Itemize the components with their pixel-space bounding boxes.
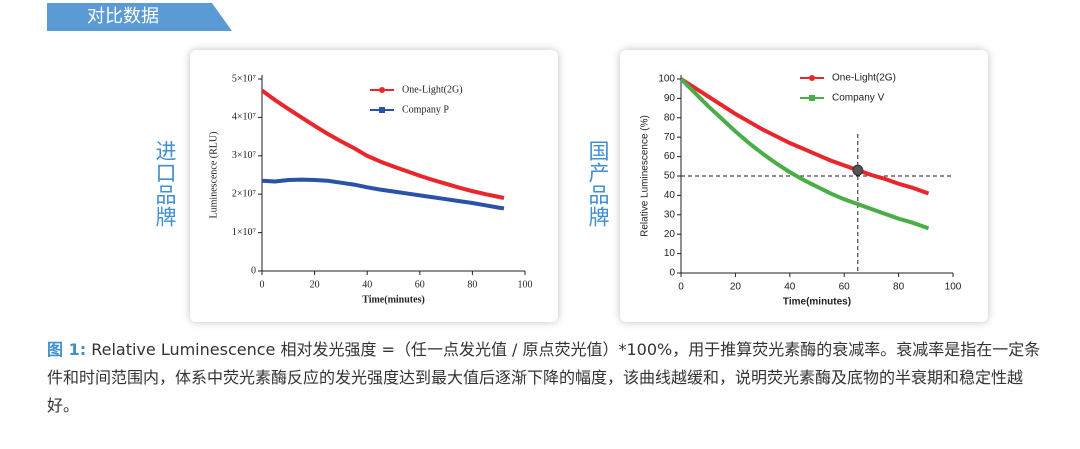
series-line	[261, 177, 505, 211]
y-tick-label: 0	[251, 265, 256, 276]
legend-label: One-Light(2G)	[832, 73, 896, 84]
y-axis-title: Relative Luminescence (%)	[640, 115, 651, 237]
side-label: 国产品牌	[586, 140, 610, 228]
series-line	[679, 77, 930, 196]
legend-label: Company P	[402, 104, 449, 115]
x-tick-label: 20	[730, 282, 742, 293]
legend-marker	[379, 87, 385, 93]
x-tick-label: 80	[893, 282, 905, 293]
y-tick-label: 5×10⁷	[232, 73, 257, 84]
y-tick-label: 60	[664, 151, 676, 162]
x-tick-label: 20	[310, 279, 320, 290]
legend-marker	[809, 75, 815, 81]
legend-label: Company V	[832, 93, 885, 104]
y-axis-title: Luminescence (RLU)	[208, 132, 219, 219]
x-tick-label: 60	[839, 282, 851, 293]
y-tick-label: 30	[664, 209, 676, 220]
y-tick-label: 90	[664, 93, 676, 104]
y-tick-label: 0	[669, 268, 675, 279]
legend-label: One-Light(2G)	[402, 84, 463, 95]
chart-panel	[190, 50, 558, 322]
highlight-point	[852, 164, 864, 176]
header-banner: 对比数据	[47, 3, 232, 31]
side-label: 进口品牌	[153, 140, 177, 228]
x-axis-title: Time(minutes)	[783, 297, 851, 308]
series-line	[260, 88, 505, 200]
legend-marker	[809, 95, 815, 101]
y-tick-label: 1×10⁷	[232, 227, 257, 238]
y-tick-label: 10	[664, 248, 676, 259]
y-tick-label: 80	[664, 112, 676, 123]
y-tick-label: 2×10⁷	[232, 188, 257, 199]
series-line	[679, 77, 930, 231]
x-tick-label: 100	[518, 279, 533, 290]
y-tick-label: 40	[664, 190, 676, 201]
caption-text: Relative Luminescence 相对发光强度 =（任一点发光值 / …	[47, 340, 1041, 415]
y-tick-label: 3×10⁷	[232, 150, 257, 161]
chart: 0 10 20 30 40 50 60 70 80 90 100 0 20 40 60 80 100 Time(m…	[640, 73, 962, 308]
x-tick-label: 60	[415, 279, 425, 290]
y-tick-label: 70	[664, 132, 676, 143]
y-tick-label: 4×10⁷	[232, 112, 257, 123]
x-axis-title: Time(minutes)	[362, 294, 425, 305]
caption: 图 1: Relative Luminescence 相对发光强度 =（任一点发…	[47, 336, 1047, 420]
caption-label: 图 1:	[47, 340, 87, 359]
x-tick-label: 0	[678, 282, 684, 293]
x-tick-label: 80	[467, 279, 477, 290]
y-tick-label: 20	[664, 229, 676, 240]
chart: 0 1×10⁷ 2×10⁷ 3×10⁷ 4×10⁷ 5×10⁷ 0 20 40 60 80 100 Ti…	[208, 73, 532, 305]
x-tick-label: 40	[784, 282, 796, 293]
x-tick-label: 40	[362, 279, 372, 290]
legend-marker	[379, 107, 385, 113]
y-tick-label: 50	[664, 171, 676, 182]
y-tick-label: 100	[658, 74, 675, 85]
x-tick-label: 100	[945, 282, 962, 293]
x-tick-label: 0	[260, 279, 265, 290]
